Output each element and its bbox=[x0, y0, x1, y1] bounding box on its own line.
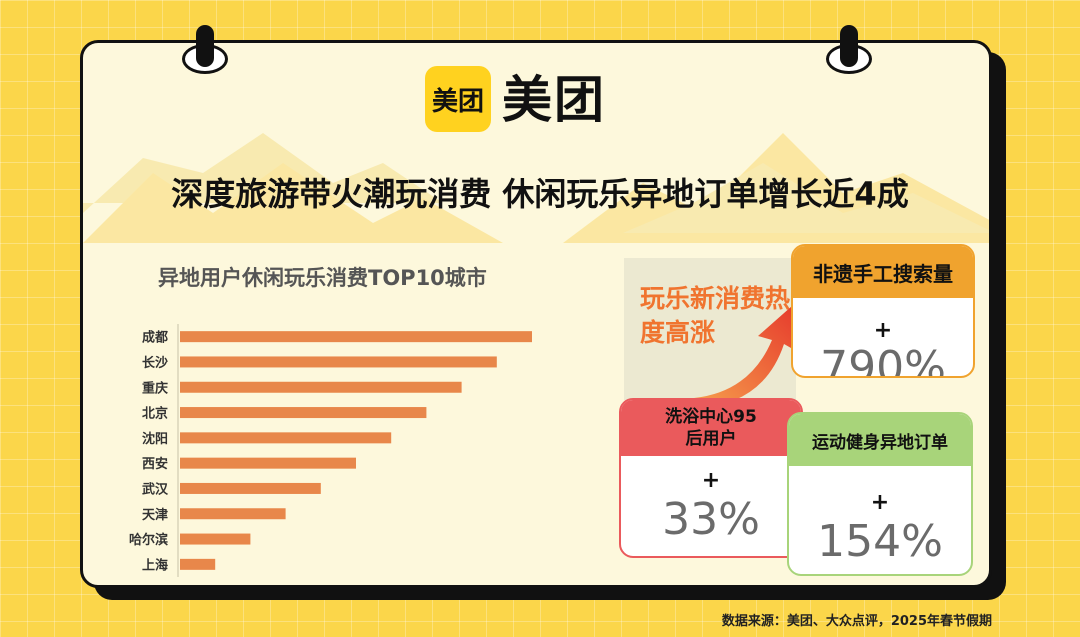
stat-label: 运动健身异地订单 bbox=[789, 414, 971, 466]
brand-logo-mark: 美团 bbox=[431, 86, 484, 117]
category-label: 沈阳 bbox=[142, 431, 168, 447]
chart-title: 异地用户休闲玩乐消费TOP10城市 bbox=[158, 266, 487, 290]
binder-pin-right bbox=[840, 25, 858, 67]
plus-icon: + bbox=[873, 318, 893, 343]
stat-value: 33% bbox=[662, 494, 760, 545]
stat-label: 洗浴中心95后用户 bbox=[621, 400, 801, 456]
category-label: 长沙 bbox=[142, 355, 168, 371]
brand-name: 美团 bbox=[502, 71, 606, 129]
plus-icon: + bbox=[870, 490, 890, 515]
category-label: 武汉 bbox=[142, 481, 169, 497]
category-label: 天津 bbox=[142, 507, 168, 523]
bar bbox=[180, 331, 532, 343]
bar bbox=[180, 356, 497, 368]
bar bbox=[180, 558, 216, 570]
source-note: 数据来源：美团、大众点评，2025年春节假期 bbox=[721, 614, 992, 629]
headline: 深度旅游带火潮玩消费 休闲玩乐异地订单增长近4成 bbox=[171, 175, 909, 213]
bar bbox=[180, 407, 427, 419]
category-label: 北京 bbox=[142, 406, 168, 422]
mountain-background bbox=[83, 133, 989, 243]
stat-card-bath: 洗浴中心95后用户 + 33% bbox=[619, 398, 803, 558]
category-label: 上海 bbox=[142, 557, 168, 573]
bar bbox=[180, 381, 462, 393]
category-label: 西安 bbox=[142, 456, 168, 472]
bar bbox=[180, 432, 392, 444]
bar bbox=[180, 457, 356, 469]
bar bbox=[180, 508, 286, 520]
trend-arrow-icon bbox=[694, 306, 798, 408]
bar bbox=[180, 482, 321, 494]
category-label: 重庆 bbox=[142, 380, 168, 396]
bar bbox=[180, 533, 251, 545]
plus-icon: + bbox=[701, 468, 721, 493]
promo-text: 玩乐新消费热度高涨 bbox=[640, 284, 791, 347]
stat-value: 790% bbox=[820, 342, 946, 378]
stat-value: 154% bbox=[817, 516, 943, 567]
category-label: 成都 bbox=[142, 330, 168, 346]
binder-pin-left bbox=[196, 25, 214, 67]
stat-label: 非遗手工搜索量 bbox=[793, 246, 973, 298]
brand-logo-icon: 美团 bbox=[425, 66, 491, 132]
stat-card-fitness: 运动健身异地订单 + 154% bbox=[787, 412, 973, 576]
category-label: 哈尔滨 bbox=[129, 532, 168, 548]
stat-card-craft: 非遗手工搜索量 + 790% bbox=[791, 244, 975, 378]
